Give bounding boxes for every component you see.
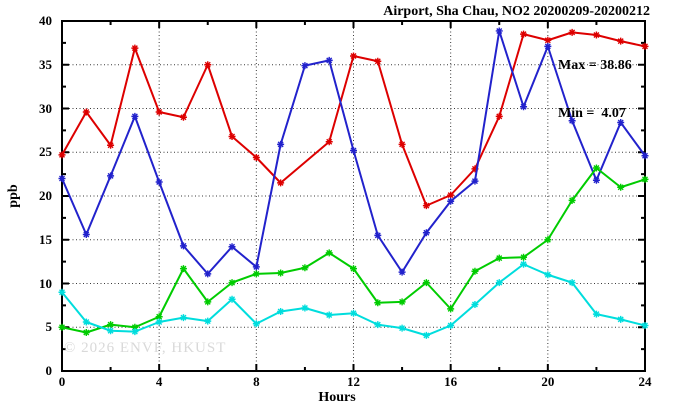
y-tick-label: 20	[39, 188, 52, 203]
series-red-markers	[58, 28, 649, 210]
max-annotation: Max = 38.86	[558, 58, 632, 73]
series-green-markers	[58, 164, 649, 336]
y-tick-label: 30	[39, 100, 52, 116]
series-red-line	[61, 31, 646, 207]
series-cyan-markers	[58, 260, 649, 339]
y-tick-label: 0	[45, 363, 53, 378]
x-tick-label: 4	[155, 374, 163, 389]
min-annotation: Min = 4.07	[558, 106, 626, 121]
axis-ticks	[62, 21, 645, 371]
plot-border	[61, 20, 646, 372]
x-tick-label: 16	[444, 374, 458, 389]
y-tick-label: 25	[39, 144, 52, 160]
series-cyan-line	[61, 263, 646, 337]
watermark: © 2026 ENVF, HKUST	[64, 340, 227, 356]
y-tick-label: 35	[39, 56, 52, 72]
y-tick-label: 5	[45, 319, 53, 335]
x-tick-label: 20	[541, 374, 555, 389]
y-tick-label: 15	[39, 231, 52, 247]
y-tick-label: 40	[39, 13, 52, 28]
x-tick-label: 8	[253, 374, 260, 389]
x-tick-label: 12	[347, 374, 360, 389]
chart-title: Airport, Sha Chau, NO2 20200209-20200212	[383, 4, 650, 19]
x-tick-label: 24	[638, 374, 652, 389]
x-axis-label: Hours	[318, 390, 356, 405]
x-tick-label: 0	[58, 374, 66, 389]
stats-annotation: Max = 38.86 Min = 4.07	[558, 26, 632, 154]
y-tick-label: 10	[39, 275, 52, 291]
series-blue-markers	[58, 27, 649, 278]
